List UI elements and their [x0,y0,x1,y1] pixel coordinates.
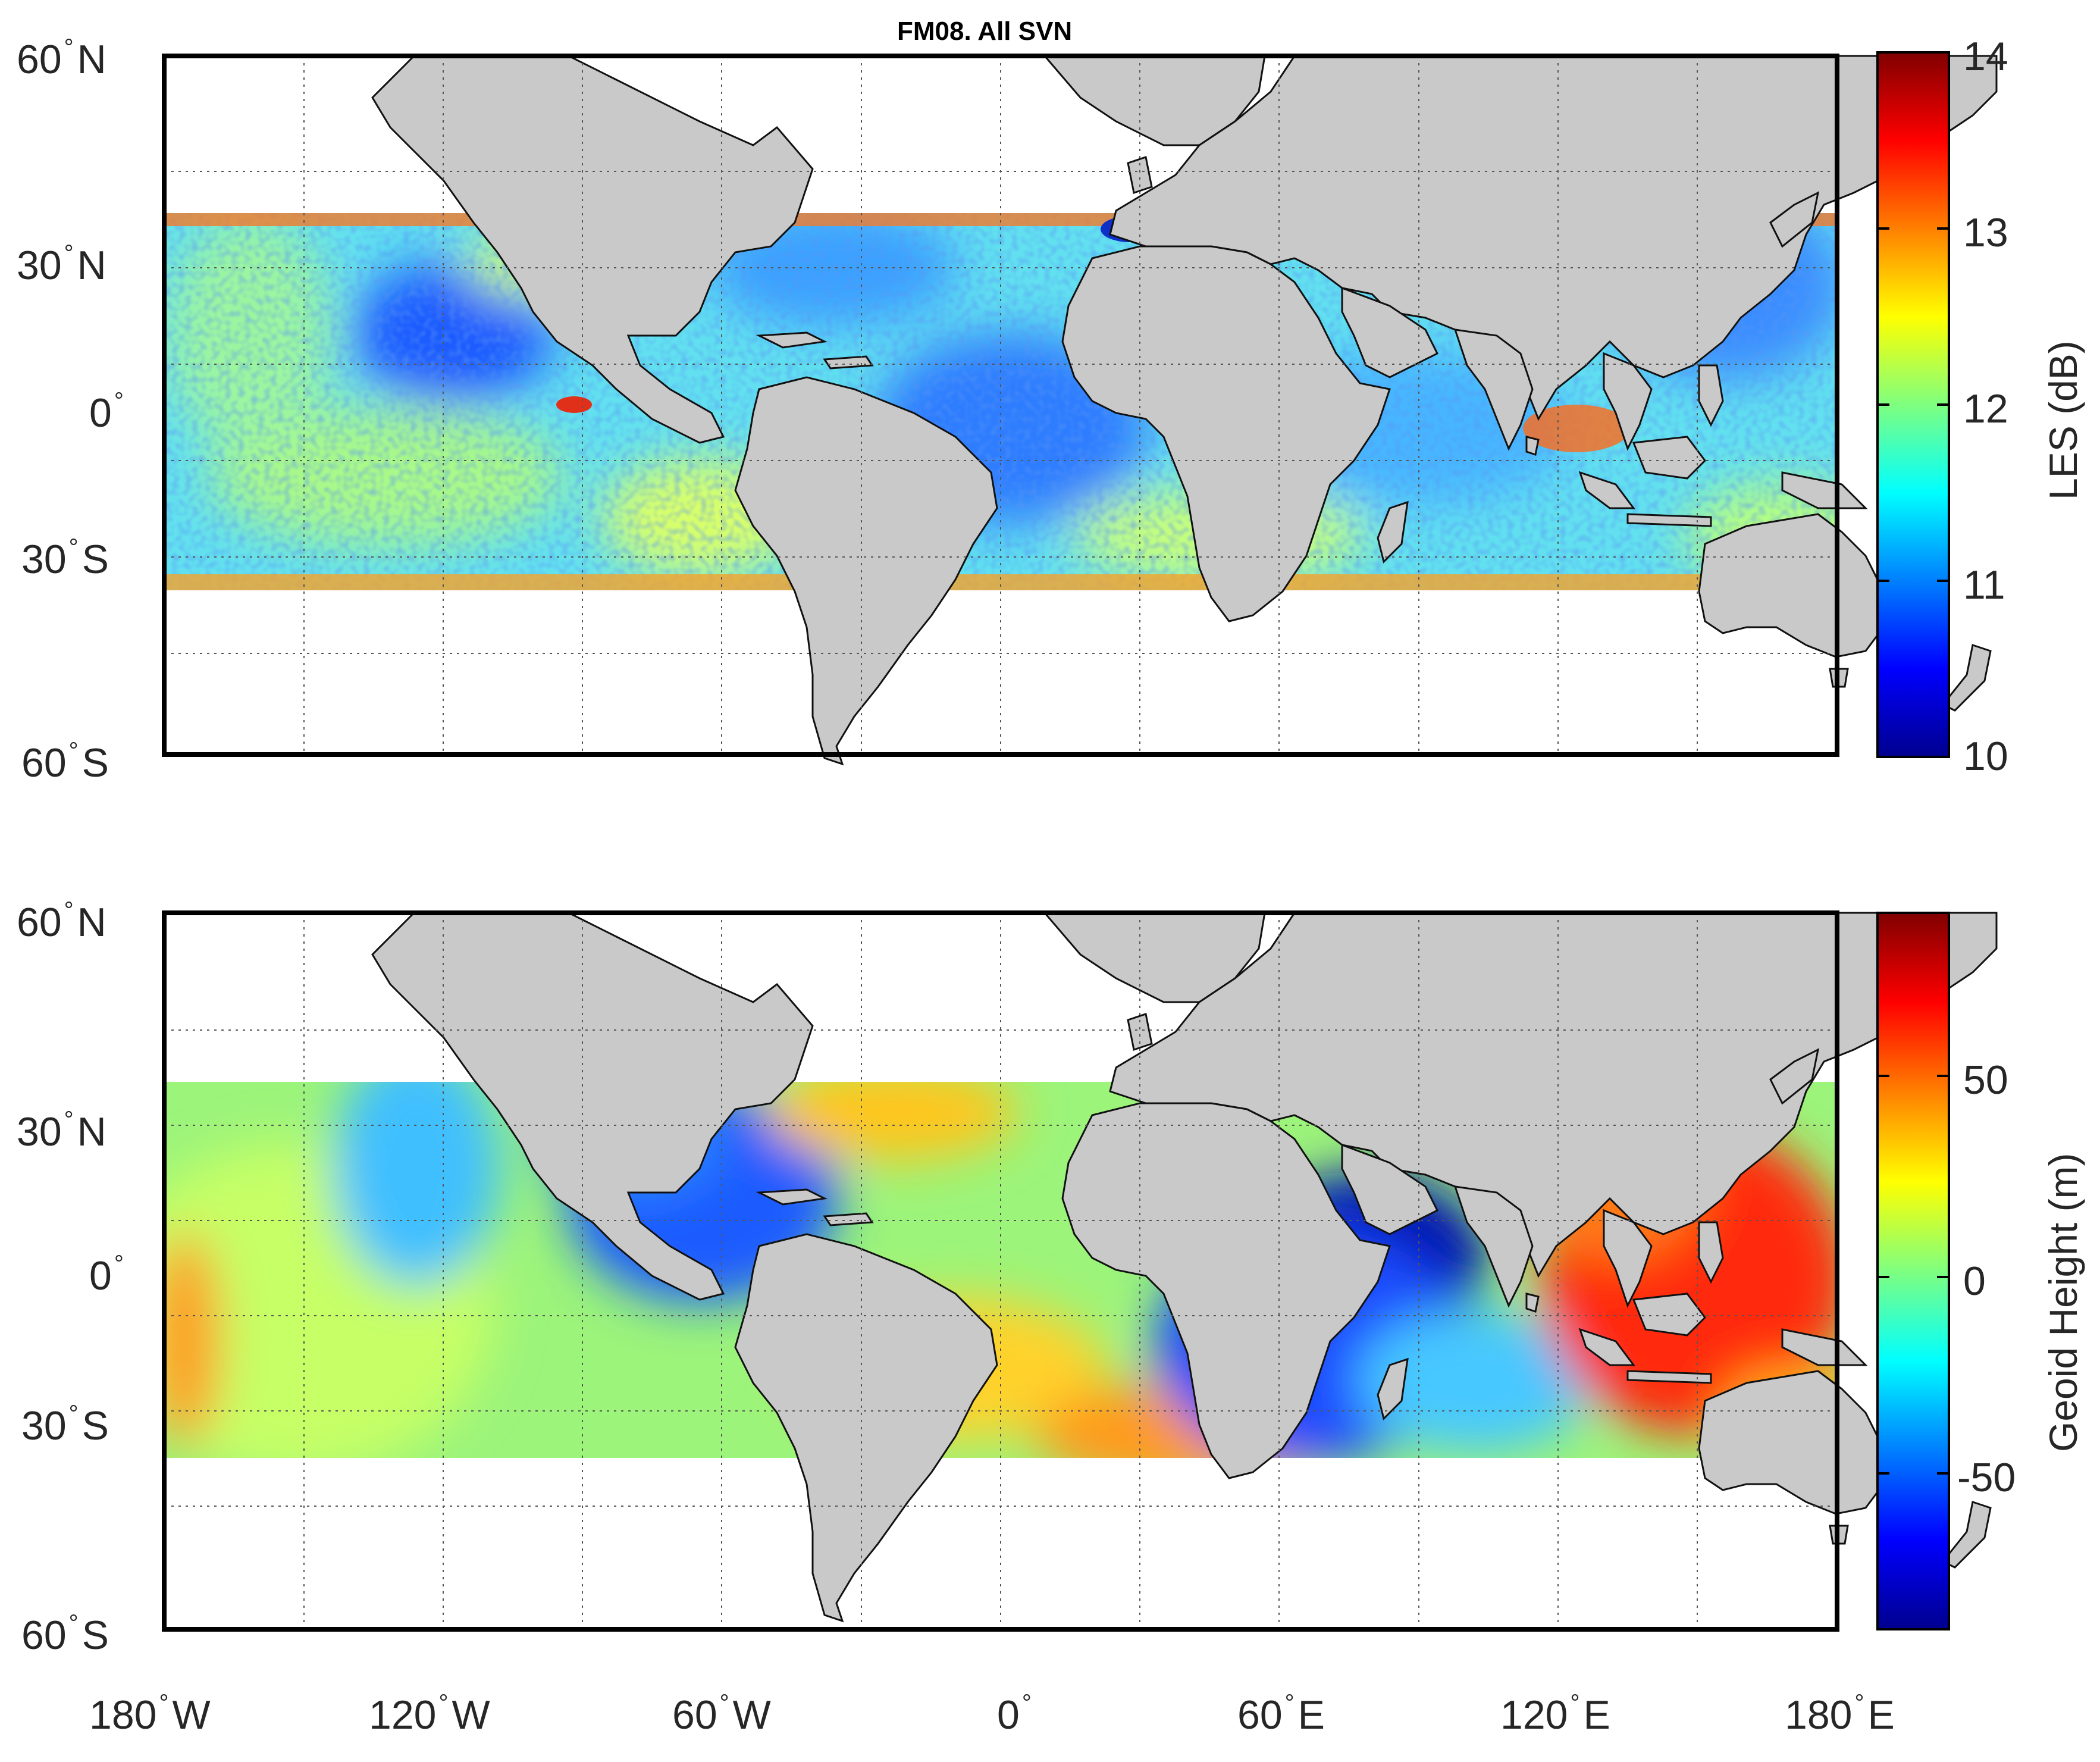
lon-label-0: 0 ° [997,1690,1032,1738]
bottom-lat-label-0: 0 ° [89,1251,124,1298]
bottom-colorbar [1876,912,1950,1630]
bottom-map-frame [162,910,1839,1632]
top-cb-tick-14: 14 [1963,34,2008,79]
bottom-lat-label-30s: 30 °S [21,1401,109,1448]
top-cb-tick-11: 11 [1963,562,2005,608]
figure-title: FM08. All SVN [897,17,1073,46]
top-colorbar-label: LES (dB) [2041,340,2085,500]
bottom-colorbar-label: Geoid Height (m) [2041,1153,2085,1452]
top-graticule [164,56,1837,755]
bottom-lat-label-60s: 60 °S [21,1610,109,1658]
lon-label-180e: 180 °E [1785,1690,1895,1738]
bottom-map-panel [162,910,1998,1632]
top-lat-label-30s: 30 °S [21,534,109,582]
top-cb-tick-12: 12 [1963,386,2008,431]
top-map-frame [162,54,1839,757]
top-lat-label-60n: 60 °N [17,35,106,82]
top-cb-tick-10: 10 [1963,734,2008,779]
top-colorbar-ticks [1878,227,1949,582]
bottom-lat-label-30n: 30 °N [17,1107,106,1154]
bottom-cb-tick-neg50: -50 [1957,1455,2016,1500]
top-lat-label-60s: 60 °S [21,738,109,785]
top-lat-label-0: 0 ° [89,388,124,436]
bottom-cb-tick-50: 50 [1963,1057,2008,1103]
lon-label-60w: 60 °W [672,1690,771,1738]
lon-label-120w: 120 °W [369,1690,490,1738]
lon-label-180w: 180 °W [89,1690,211,1738]
bottom-colorbar-ticks [1878,1075,1949,1475]
bottom-cb-tick-0: 0 [1963,1259,1986,1304]
top-cb-tick-13: 13 [1963,210,2008,255]
top-lat-label-30n: 30 °N [17,240,106,288]
top-map-panel [162,51,1998,765]
bottom-lat-label-60n: 60 °N [17,897,106,945]
lon-label-60e: 60 °E [1237,1690,1325,1738]
bottom-graticule [164,913,1837,1629]
lon-label-120e: 120 °E [1500,1690,1610,1738]
